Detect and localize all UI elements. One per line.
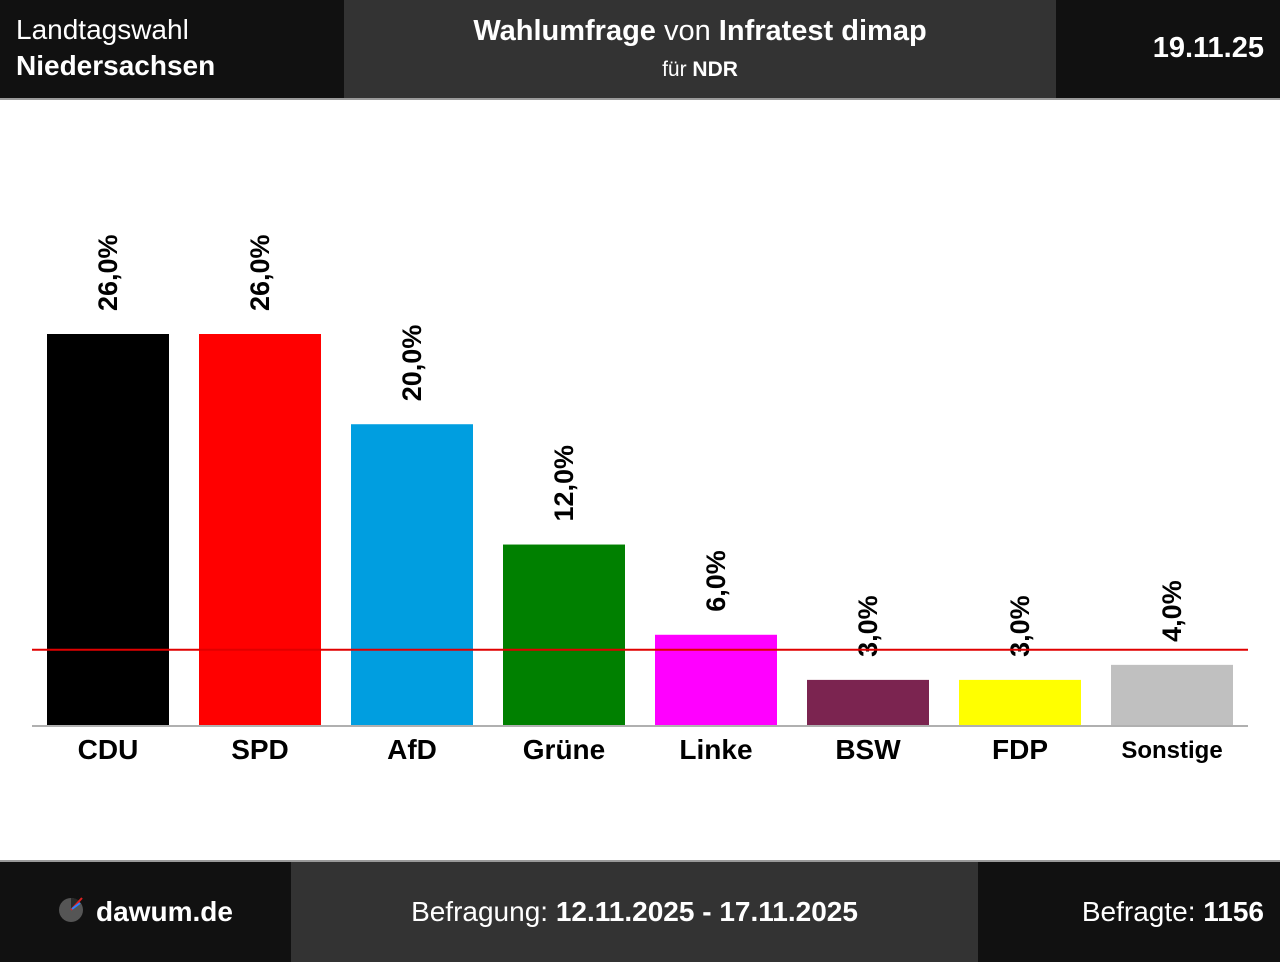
bar-fdp — [959, 679, 1081, 725]
respondents: Befragte: 1156 — [978, 862, 1280, 962]
bar-cdu — [47, 334, 169, 725]
bar-grüne — [503, 544, 625, 725]
bar-bsw — [807, 679, 929, 725]
election-region: Niedersachsen — [16, 50, 216, 81]
bar-sonstige — [1111, 664, 1233, 725]
footer-bar: dawum.de Befragung: 12.11.2025 - 17.11.2… — [0, 860, 1280, 962]
category-label-fdp: FDP — [992, 734, 1048, 765]
client-name: NDR — [692, 58, 738, 81]
value-label-bsw: 3,0% — [853, 595, 883, 657]
respondents-value: 1156 — [1203, 896, 1264, 927]
category-label-linke: Linke — [679, 734, 752, 765]
category-label-spd: SPD — [231, 734, 289, 765]
bar-afd — [351, 424, 473, 725]
value-label-grüne: 12,0% — [549, 445, 579, 522]
dawum-logo-icon — [58, 895, 86, 930]
survey-period: Befragung: 12.11.2025 - 17.11.2025 — [291, 862, 978, 962]
respondents-label: Befragte: — [1081, 896, 1204, 927]
election-type: Landtagswahl — [16, 14, 189, 45]
value-label-sonstige: 4,0% — [1157, 580, 1187, 642]
value-label-linke: 6,0% — [701, 550, 731, 612]
category-label-cdu: CDU — [78, 734, 139, 765]
header-bar: Landtagswahl Niedersachsen Wahlumfrage v… — [0, 0, 1280, 100]
site-name: dawum.de — [96, 896, 233, 927]
value-label-cdu: 26,0% — [93, 234, 123, 311]
site-logo-link[interactable]: dawum.de — [0, 862, 291, 962]
category-label-grüne: Grüne — [523, 734, 605, 765]
category-label-bsw: BSW — [835, 734, 901, 765]
title-word-poll: Wahlumfrage — [473, 15, 656, 47]
bar-chart: 26,0% CDU 26,0% SPD 20,0% AfD 12,0% Grüne 6,0% Li… — [32, 234, 1248, 765]
election-label: Landtagswahl Niedersachsen — [0, 0, 344, 98]
category-label-afd: AfD — [387, 734, 437, 765]
poll-date: 19.11.25 — [1056, 0, 1280, 98]
survey-period-value: 12.11.2025 - 17.11.2025 — [555, 896, 858, 927]
survey-period-label: Befragung: — [411, 896, 556, 927]
category-label-sonstige: Sonstige — [1121, 737, 1222, 764]
pollster-name: Infratest dimap — [718, 15, 927, 47]
title-word-by: von — [655, 15, 719, 47]
value-label-spd: 26,0% — [245, 234, 275, 311]
bar-linke — [655, 634, 777, 725]
client-prefix: für — [662, 58, 693, 81]
bar-spd — [199, 334, 321, 725]
poll-title: Wahlumfrage von Infratest dimap für NDR — [344, 0, 1056, 98]
value-label-fdp: 3,0% — [1005, 595, 1035, 657]
value-label-afd: 20,0% — [397, 325, 427, 402]
